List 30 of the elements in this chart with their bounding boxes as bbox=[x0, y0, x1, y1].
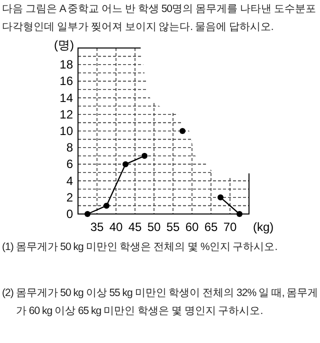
x-tick-label: 35 bbox=[90, 220, 104, 234]
y-tick-label: 10 bbox=[60, 124, 74, 138]
y-tick-label: 16 bbox=[60, 74, 74, 88]
x-tick-label: 50 bbox=[147, 220, 161, 234]
point bbox=[104, 202, 110, 209]
y-tick-label: 12 bbox=[60, 107, 74, 122]
point bbox=[122, 161, 128, 168]
x-tick-label: 40 bbox=[109, 220, 123, 234]
text: (2) 몸무게가 50 kg 이상 55 kg 미만인 학생이 전체의 32% 일 때, 몸무게가 60 kg 이상 65 kg 미만인 학생은 몇 명인지 구하시오. bbox=[2, 286, 320, 319]
x-tick-label: 70 bbox=[223, 220, 237, 234]
x-tick-label: 60 bbox=[185, 220, 199, 234]
y-tick-label: 4 bbox=[66, 174, 74, 188]
point bbox=[236, 211, 242, 217]
y-axis-title: (명) bbox=[54, 38, 74, 52]
point bbox=[84, 211, 90, 217]
point bbox=[142, 152, 148, 159]
x-tick-label: 55 bbox=[166, 220, 180, 234]
y-tick-label: 2 bbox=[66, 190, 74, 204]
point bbox=[218, 194, 224, 200]
text: (1) 몸무게가 50 kg 미만인 학생은 전체의 몇 %인지 구하시오. bbox=[2, 240, 278, 255]
chart-title: 다음 그림은 A 중학교 어느 반 학생 50명의 몸무게를 나타낸 도수분포다각형인데 일부가 찢어져 보이지 않는다. 물음에 답하시오. bbox=[2, 2, 317, 35]
x-tick-label: 45 bbox=[128, 220, 142, 234]
y-tick-label: 0 bbox=[66, 207, 74, 221]
y-tick-label: 6 bbox=[66, 157, 74, 172]
point bbox=[180, 128, 186, 134]
x-tick-label: 65 bbox=[204, 220, 218, 234]
y-tick-label: 14 bbox=[60, 90, 74, 105]
y-tick-label: 8 bbox=[66, 140, 74, 155]
y-tick-label: 18 bbox=[60, 58, 74, 72]
x-axis-title: (kg) bbox=[253, 220, 274, 234]
